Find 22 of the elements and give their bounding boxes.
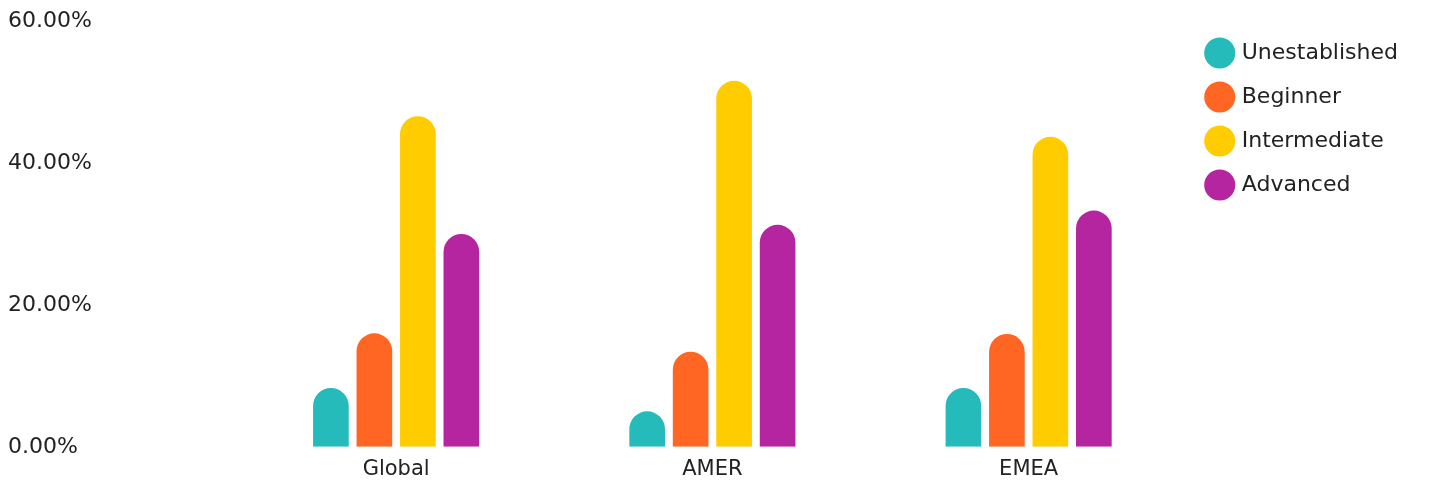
y-tick-label: 60.00% <box>8 6 92 32</box>
bar <box>313 387 349 447</box>
legend-label: Beginner <box>1241 82 1342 108</box>
x-tick-label: AMER <box>682 455 743 480</box>
bar <box>400 116 436 447</box>
bar <box>989 334 1025 447</box>
legend-label: Unestablished <box>1241 38 1398 64</box>
y-tick-label: 40.00% <box>8 148 92 174</box>
bar <box>443 234 480 447</box>
bar <box>356 333 393 447</box>
x-tick-label: Global <box>362 455 430 480</box>
bar <box>1032 136 1069 447</box>
legend-label: Advanced <box>1241 170 1351 196</box>
bar <box>672 351 709 447</box>
bar <box>716 80 752 447</box>
legend-label: Intermediate <box>1241 126 1384 152</box>
x-tick-label: EMEA <box>999 455 1059 480</box>
bar <box>759 224 796 447</box>
y-tick-label: 0.00% <box>8 432 78 458</box>
bar <box>945 387 982 447</box>
bar <box>1076 210 1112 447</box>
y-tick-label: 20.00% <box>8 290 92 316</box>
